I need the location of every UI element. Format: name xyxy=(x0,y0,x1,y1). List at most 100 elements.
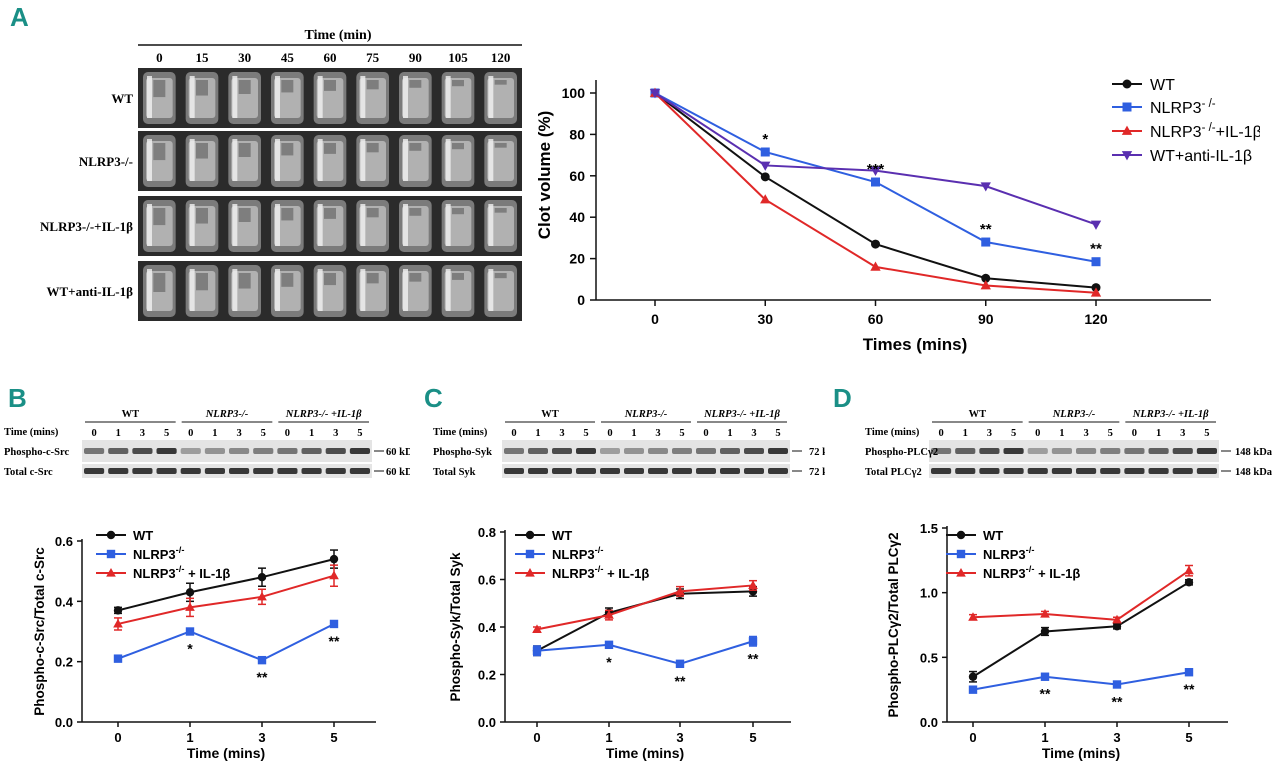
legend-marker xyxy=(106,549,116,559)
time-label: 105 xyxy=(448,50,468,65)
y-tick-label: 1.5 xyxy=(920,521,938,536)
tube-fluid xyxy=(188,206,216,246)
data-point xyxy=(748,580,758,590)
blot-band xyxy=(552,468,572,474)
blot-strip xyxy=(929,440,1219,462)
blot-band xyxy=(108,468,129,474)
tube-clot xyxy=(196,80,208,96)
tube-clot xyxy=(153,80,166,98)
clot-tube xyxy=(228,72,261,124)
data-point xyxy=(870,166,881,177)
data-point xyxy=(649,89,661,99)
legend-label-suffix: + IL-1β xyxy=(184,566,230,581)
band-label: Total c-Src xyxy=(4,467,53,478)
blot-band xyxy=(720,448,740,454)
x-tick-label: 0 xyxy=(114,730,121,745)
blot-band xyxy=(253,468,274,474)
legend-label-base: NLRP3 xyxy=(133,547,176,562)
x-axis-label: Times (mins) xyxy=(863,335,968,354)
lane-label: 3 xyxy=(140,428,145,439)
panel-letter-a: A xyxy=(10,2,29,32)
lane-label: 5 xyxy=(261,428,266,439)
blot-band xyxy=(132,448,153,454)
series-line xyxy=(654,92,1097,226)
tube-clot xyxy=(494,80,507,85)
blot-group-label: NLRP3-/- xyxy=(624,409,668,420)
tube-highlight xyxy=(275,76,280,118)
tube-highlight xyxy=(232,204,238,246)
blot-band xyxy=(301,468,322,474)
significance-label: ** xyxy=(1090,241,1102,258)
band-label: Phospho-PLCγ2 xyxy=(865,447,938,458)
clot-tube xyxy=(313,200,347,252)
tube-fluid xyxy=(359,141,386,181)
significance-label: ** xyxy=(257,669,268,685)
legend-label-base: WT xyxy=(1150,77,1175,94)
tube-fluid xyxy=(274,78,301,118)
blot-group-label: NLRP3-/- xyxy=(1052,409,1096,420)
blot-band xyxy=(204,448,225,454)
data-point xyxy=(1112,622,1122,631)
lane-label: 3 xyxy=(987,428,992,439)
syk-ratio-chart: 0.0 0.2 0.4 0.6 0.8 0 1 3 5 Time (mins) Phospho-Sy… xyxy=(448,525,791,761)
tube-clot xyxy=(409,208,422,216)
tube-highlight xyxy=(488,269,494,311)
tube-highlight xyxy=(232,269,238,311)
time-label: 75 xyxy=(366,50,380,65)
lane-label: 0 xyxy=(91,428,96,439)
data-point xyxy=(532,624,542,633)
blot-band xyxy=(1003,448,1024,454)
tube-fluid xyxy=(487,271,514,311)
tube-highlight xyxy=(445,76,451,118)
blot-band xyxy=(576,468,596,474)
tube-fluid xyxy=(487,141,514,181)
blot-band xyxy=(1196,448,1217,454)
x-tick-label: 120 xyxy=(1084,311,1108,327)
y-tick-label: 0.5 xyxy=(920,650,938,665)
tube-highlight xyxy=(360,269,366,311)
data-point xyxy=(113,606,123,615)
legend-marker xyxy=(1122,102,1132,112)
lane-label: 1 xyxy=(1156,428,1161,439)
tube-clot xyxy=(409,273,422,282)
tube-highlight xyxy=(360,139,366,181)
tube-clot xyxy=(324,208,336,219)
clot-tube xyxy=(185,72,219,124)
blot-strip xyxy=(502,440,790,462)
legend-label-sup: -/- xyxy=(1026,564,1035,574)
tube-fluid xyxy=(274,206,301,246)
blot-band xyxy=(1148,448,1169,454)
time-header: Time (min) xyxy=(304,28,371,43)
row-label: NLRP3-/- xyxy=(79,154,133,169)
tube-highlight xyxy=(317,76,323,118)
significance-label: ** xyxy=(980,221,992,238)
tube-clot xyxy=(281,273,294,287)
tube-fluid xyxy=(487,78,514,118)
data-point xyxy=(1040,627,1050,636)
data-point xyxy=(113,654,123,663)
time-label: 0 xyxy=(156,50,163,65)
x-tick-label: 90 xyxy=(978,311,994,327)
y-tick-label: 0.8 xyxy=(478,525,496,540)
data-point xyxy=(760,147,770,157)
lane-label: 5 xyxy=(357,428,362,439)
tube-fluid xyxy=(231,206,258,246)
tube-clot xyxy=(238,208,251,222)
clot-tube xyxy=(399,265,432,317)
tube-highlight xyxy=(488,204,494,246)
tube-highlight xyxy=(189,139,195,181)
lane-label: 3 xyxy=(236,428,241,439)
legend-label: WT xyxy=(983,528,1003,543)
legend-label-base: NLRP3 xyxy=(552,566,595,581)
tube-highlight xyxy=(488,76,494,118)
series-line xyxy=(117,623,335,662)
clot-tube xyxy=(143,72,176,124)
legend-label-sup: -/- xyxy=(176,564,185,574)
data-point xyxy=(1091,257,1101,267)
clot-tube xyxy=(271,72,304,124)
blot-band xyxy=(931,448,952,454)
blot-band xyxy=(1051,468,1072,474)
legend-label-suffix: +IL-1β xyxy=(1216,124,1260,141)
significance-label: ** xyxy=(748,650,759,666)
tube-clot xyxy=(366,80,379,90)
